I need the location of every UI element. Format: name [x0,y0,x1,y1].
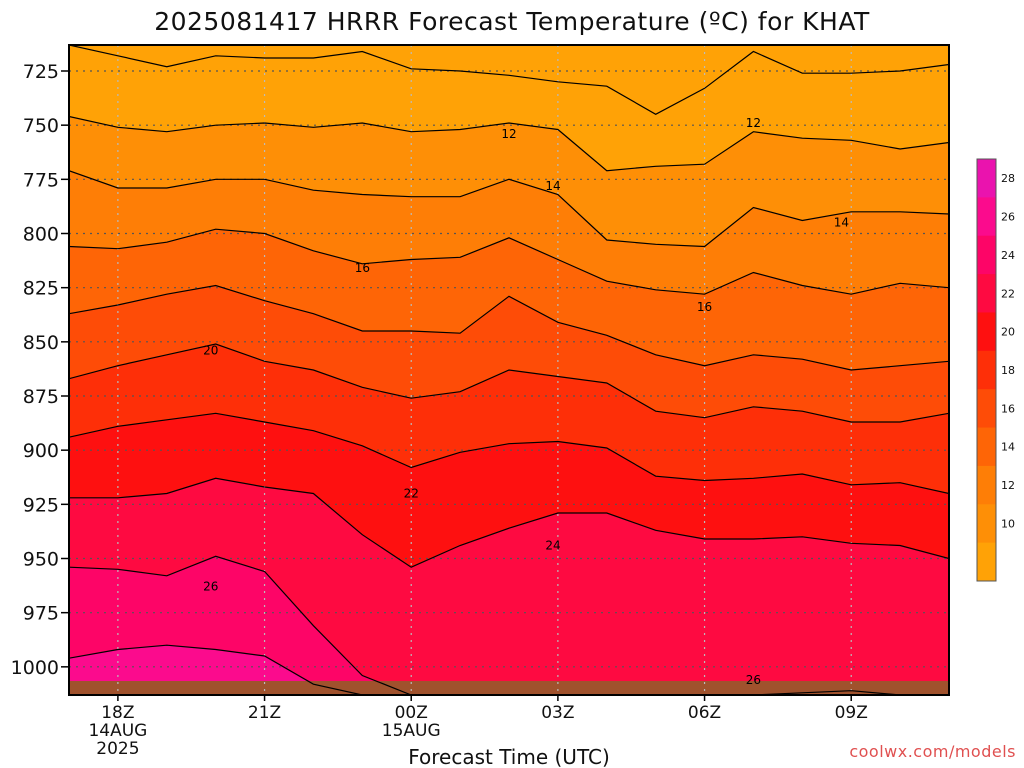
colorbar-segment-26 [977,197,996,237]
x-tick-label: 03Z [541,703,574,723]
colorbar: 10 12 14 16 18 20 22 24 26 28 [976,158,1015,582]
x-axis-title: Forecast Time (UTC) [408,745,610,768]
x-tick-label: 21Z [248,703,281,723]
contour-label-16: 16 [355,261,370,275]
isotherm-8 [69,45,949,115]
colorbar-segment-24 [977,235,996,275]
isotherm-22 [69,477,949,568]
x-tick-label: 09Z [835,703,868,723]
isotherms [69,45,949,695]
colorbar-label: 14 [1001,441,1015,454]
surface-ground [69,681,949,695]
colorbar-label: 20 [1001,326,1015,339]
y-tick-label: 900 [23,440,59,462]
y-tick-label: 825 [23,278,59,300]
y-axis: 725 750 775 800 825 850 875 900 925 950 975 1000 [11,61,69,679]
contour-labels: 12 12 14 14 16 16 20 22 24 26 26 [203,116,849,687]
colorbar-label: 22 [1001,287,1015,300]
colorbar-label: 16 [1001,402,1015,415]
y-tick-label: 975 [23,603,59,625]
y-tick-label: 750 [23,115,59,137]
isotherm-24 [69,555,949,695]
band-8 [69,45,949,171]
colorbar-segment-28 [977,159,996,198]
colorbar-label: 12 [1001,479,1015,492]
colorbar-segment-22 [977,274,996,313]
plot-frame [68,44,950,696]
colorbar-frame [976,158,997,582]
x-tick-label: 15AUG [382,721,441,741]
x-tick-label: 00Z [395,703,428,723]
colorbar-label: 10 [1001,517,1015,530]
y-tick-label: 800 [23,224,59,246]
isotherm-14 [69,228,949,295]
colorbar-segment-20 [977,312,996,352]
isotherm-10 [69,115,949,172]
y-tick-label: 1000 [11,657,59,679]
isotherm-20 [69,412,949,495]
y-tick-label: 925 [23,494,59,516]
contour-label-24: 24 [545,539,560,553]
contour-label-26: 26 [746,673,761,687]
contour-label-12: 12 [501,127,516,141]
colorbar-segment-14 [977,427,996,467]
chart-title: 2025081417 HRRR Forecast Temperature (ºC… [154,7,870,36]
y-tick-label: 875 [23,386,59,408]
y-tick-label: 850 [23,332,59,354]
colorbar-label: 18 [1001,364,1015,377]
credit-text: coolwx.com/models [849,742,1016,761]
isotherm-16 [69,284,949,371]
colorbar-label: 28 [1001,172,1015,185]
isotherm-26 [69,644,949,695]
y-tick-label: 950 [23,549,59,571]
contour-label-20: 20 [203,344,218,358]
temperature-bands [69,45,949,695]
colorbar-segment-18 [977,350,996,390]
x-tick-label: 14AUG [88,721,147,741]
contour-label-22: 22 [404,487,419,501]
contour-label-14: 14 [545,179,560,193]
colorbar-segment-8 [977,542,996,582]
band-6 [69,45,949,115]
colorbar-segment-16 [977,389,996,429]
contour-label-26: 26 [203,580,218,594]
contour-label-14: 14 [834,216,849,230]
x-tick-label: 18Z [101,703,134,723]
contour-label-16: 16 [697,300,712,314]
colorbar-segment-10 [977,504,996,544]
contour-label-12: 12 [746,116,761,130]
colorbar-segment-12 [977,465,996,505]
surface-band [69,681,949,695]
y-tick-label: 775 [23,169,59,191]
isotherm-12 [69,170,949,248]
isotherm-18 [69,343,949,423]
colorbar-label: 26 [1001,211,1015,224]
y-tick-label: 725 [23,61,59,83]
x-tick-label: 2025 [96,739,139,759]
x-tick-label: 06Z [688,703,721,723]
colorbar-label: 24 [1001,249,1015,262]
